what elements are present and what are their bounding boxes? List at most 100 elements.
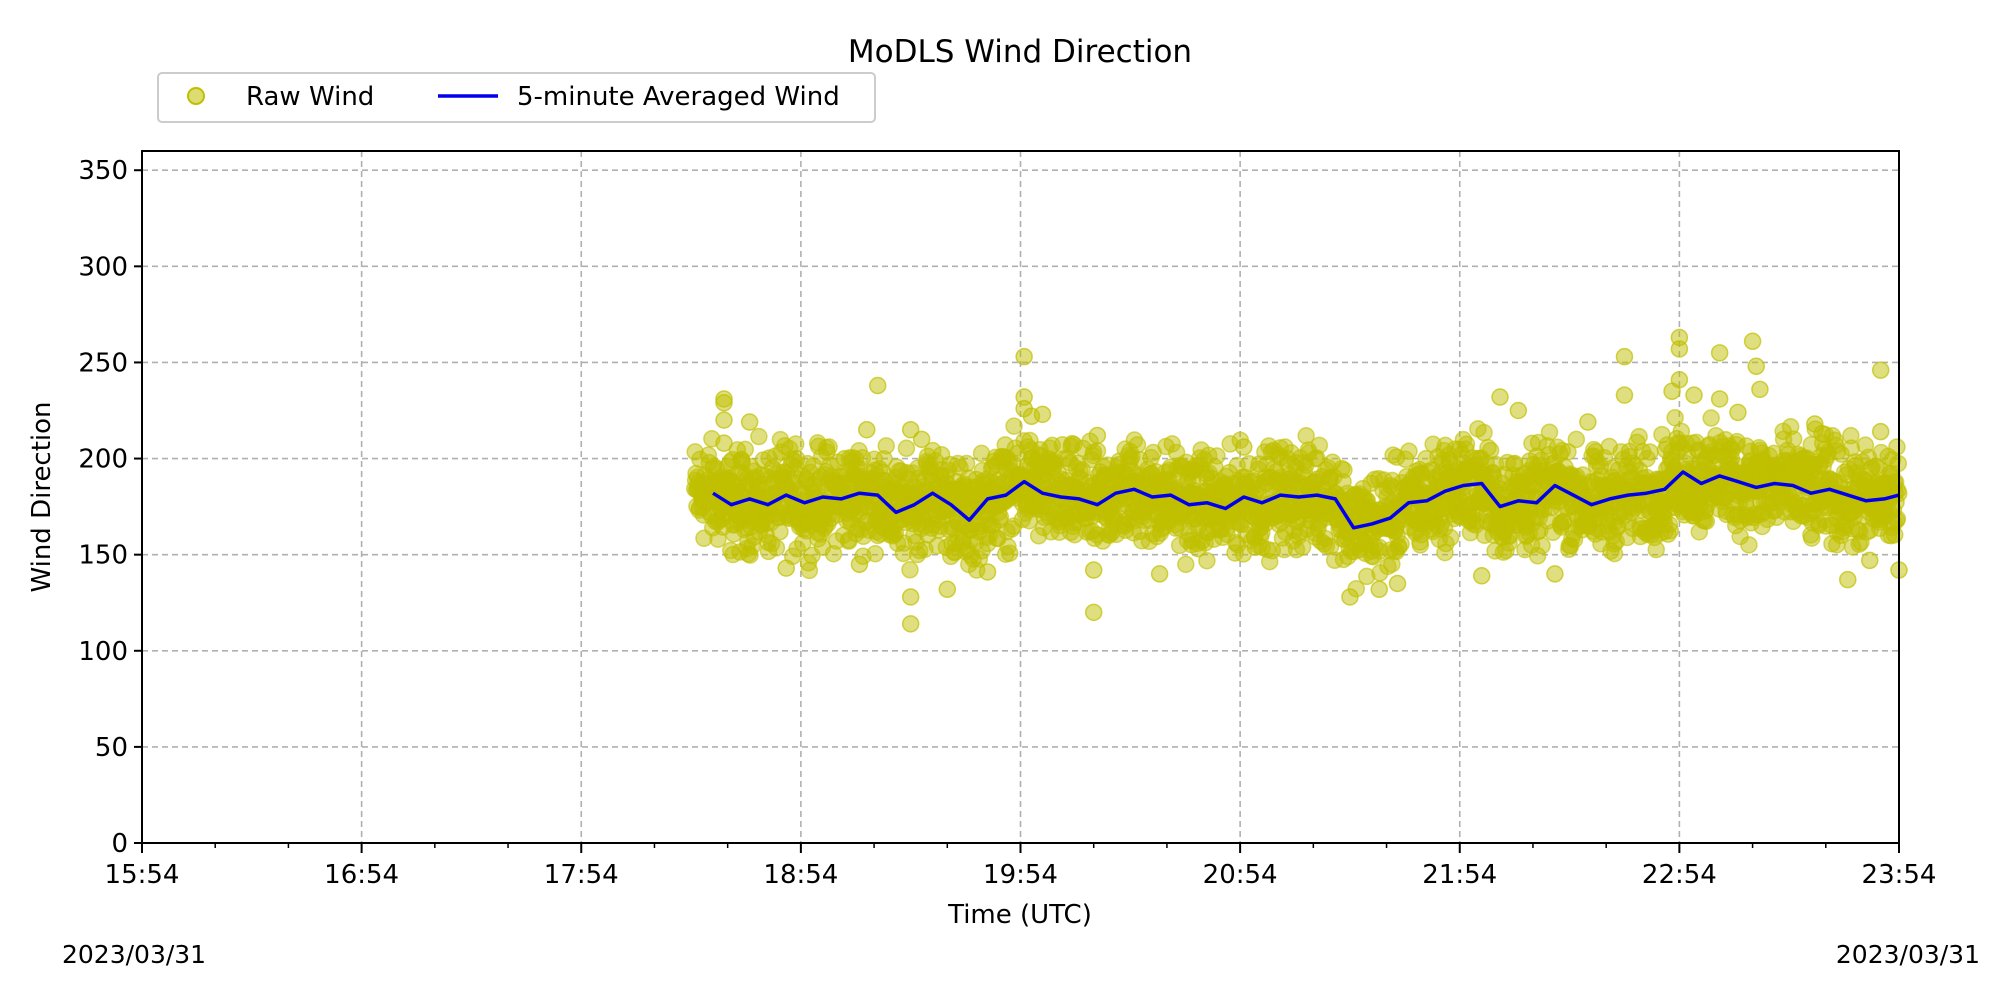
raw-wind-outlier <box>1871 361 1890 379</box>
raw-wind-outlier <box>912 430 931 449</box>
raw-wind-outlier <box>1370 580 1388 599</box>
raw-wind-outlier <box>1747 357 1765 376</box>
raw-wind-point <box>901 561 919 579</box>
raw-wind-point <box>1661 521 1680 540</box>
x-tick-label: 15:54 <box>105 860 180 890</box>
raw-wind-point <box>957 454 976 473</box>
raw-wind-points <box>685 328 1908 633</box>
y-axis-label: Wind Direction <box>27 401 57 592</box>
raw-wind-point <box>1000 544 1019 562</box>
raw-wind-outlier <box>1084 561 1103 579</box>
raw-wind-outlier <box>1509 401 1528 420</box>
raw-wind-outlier <box>1710 390 1729 408</box>
raw-wind-outlier <box>1670 340 1689 358</box>
raw-wind-point <box>1702 409 1720 427</box>
raw-wind-point <box>820 438 838 456</box>
y-tick-label: 350 <box>78 156 128 186</box>
x-axis-label: Time (UTC) <box>947 900 1092 930</box>
raw-wind-point <box>1540 423 1559 441</box>
x-tick-label: 16:54 <box>324 860 399 890</box>
raw-wind-point <box>787 435 805 453</box>
raw-wind-outlier <box>1839 570 1857 589</box>
averaged-wind-line-group <box>712 470 1900 530</box>
raw-wind-outlier <box>1546 565 1564 583</box>
raw-wind-outlier <box>715 394 733 412</box>
raw-wind-point <box>1392 535 1410 553</box>
raw-wind-point <box>1088 442 1107 460</box>
raw-wind-point <box>1647 540 1665 559</box>
raw-wind-outlier <box>1871 422 1890 441</box>
raw-wind-point <box>736 440 754 459</box>
raw-wind-outlier <box>1472 567 1491 585</box>
raw-wind-point <box>1641 443 1659 461</box>
raw-wind-point <box>1005 417 1023 435</box>
raw-wind-outlier <box>858 420 876 439</box>
raw-wind-outlier <box>1615 347 1634 366</box>
raw-wind-point <box>1177 555 1195 574</box>
raw-wind-point <box>1198 551 1216 570</box>
raw-wind-outlier <box>901 420 920 439</box>
raw-wind-outlier <box>1084 603 1103 622</box>
raw-wind-outlier <box>850 555 869 574</box>
raw-wind-point <box>1740 536 1758 554</box>
raw-wind-point <box>1441 528 1460 547</box>
y-tick-label: 300 <box>78 252 128 282</box>
raw-wind-outlier <box>1088 426 1107 445</box>
raw-wind-outlier <box>1033 405 1052 424</box>
raw-wind-point <box>1533 536 1551 555</box>
raw-wind-outlier <box>901 615 920 633</box>
raw-wind-point <box>1888 438 1906 456</box>
raw-wind-outlier <box>740 413 759 431</box>
raw-wind-point <box>1886 526 1904 544</box>
raw-wind-outlier <box>1150 565 1169 583</box>
start-date-label: 2023/03/31 <box>62 940 207 969</box>
y-axis: 0 50 100 150 200 250 300 350 <box>78 156 142 859</box>
x-tick-label: 18:54 <box>763 860 838 890</box>
raw-wind-outlier <box>1813 424 1831 443</box>
x-tick-label: 19:54 <box>983 860 1058 890</box>
raw-wind-point <box>1888 510 1907 528</box>
end-date-label: 2023/03/31 <box>1835 940 1980 969</box>
raw-wind-point <box>800 561 819 580</box>
raw-wind-point <box>1697 512 1716 531</box>
y-tick-label: 100 <box>78 637 128 667</box>
raw-wind-outlier <box>1729 403 1747 422</box>
raw-wind-point <box>771 522 789 541</box>
x-tick-label: 21:54 <box>1422 860 1497 890</box>
legend-label-raw-wind: Raw Wind <box>246 82 374 112</box>
raw-wind-point <box>1784 430 1803 448</box>
raw-wind-outlier <box>1751 380 1769 399</box>
raw-wind-outlier <box>978 563 997 581</box>
raw-wind-outlier <box>1341 588 1359 606</box>
raw-wind-outlier <box>715 411 733 429</box>
raw-wind-outlier <box>938 580 957 599</box>
raw-wind-point <box>1400 442 1418 460</box>
raw-wind-point <box>1630 427 1648 446</box>
raw-wind-point <box>1128 436 1147 454</box>
raw-wind-outlier <box>777 559 795 577</box>
averaged-wind-line <box>712 470 1900 530</box>
raw-wind-point <box>866 544 885 563</box>
raw-wind-outlier <box>1491 388 1509 406</box>
raw-wind-outlier <box>1663 382 1681 401</box>
raw-wind-outlier <box>1860 551 1879 570</box>
x-tick-label: 22:54 <box>1642 860 1717 890</box>
raw-wind-outlier <box>1015 347 1033 366</box>
raw-wind-outlier <box>1685 386 1703 404</box>
legend-label-averaged-wind: 5-minute Averaged Wind <box>517 82 840 112</box>
y-tick-label: 250 <box>78 348 128 378</box>
legend: Raw Wind 5-minute Averaged Wind <box>157 72 876 123</box>
chart-title: MoDLS Wind Direction <box>848 34 1192 70</box>
raw-wind-point <box>1335 461 1353 479</box>
raw-wind-point <box>1567 430 1586 449</box>
raw-wind-point <box>877 437 895 455</box>
raw-wind-point <box>767 539 786 557</box>
y-tick-label: 150 <box>78 541 128 571</box>
raw-wind-outlier <box>868 376 887 395</box>
legend-box <box>157 72 876 123</box>
raw-wind-outlier <box>1615 386 1634 404</box>
y-tick-label: 50 <box>95 733 128 763</box>
raw-wind-point <box>1475 423 1493 442</box>
raw-wind-outlier <box>1743 332 1762 351</box>
